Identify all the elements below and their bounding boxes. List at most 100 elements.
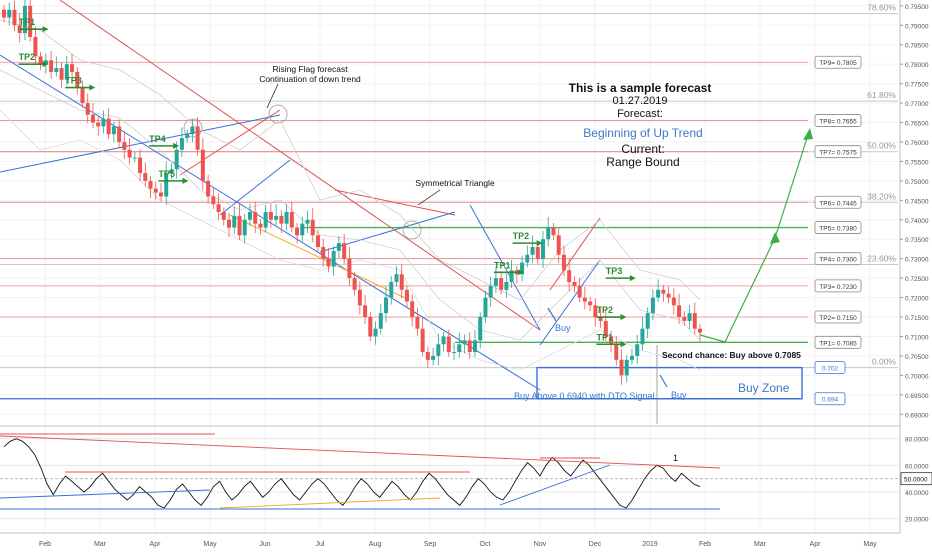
forecast-arrow-head [803,128,813,140]
buy-signal-label: Buy [555,323,571,333]
candle-body [106,118,111,135]
candle-body [101,118,106,127]
osc-tick-label: 60.0000 [905,463,929,470]
candle-body [54,68,59,72]
candle-body [64,64,69,80]
candle-body [211,196,216,205]
y-tick-label: 0.78000 [905,62,929,69]
candle-body [624,359,629,376]
candle-body [185,134,190,139]
x-tick-label: Mar [94,541,107,548]
buy-signal-arrow [547,307,557,322]
candle-body [378,313,383,329]
zone-level-label: 0.694 [822,397,839,404]
forecast-title: This is a sample forecast [569,81,712,95]
rising-flag-line: Continuation of down trend [259,74,361,84]
candle-body [263,212,268,228]
y-tick-label: 0.75000 [905,179,929,186]
fib-label: 0.00% [872,357,897,367]
candle-body [28,5,33,37]
candle-body [153,188,158,193]
osc-trend-line [499,464,611,506]
triangle-pointer [417,189,441,206]
x-tick-label: Apr [150,541,162,548]
trend-line [334,189,456,216]
buy-above-annotation: Buy Above 0.6940 with DTO Signal [514,391,654,401]
tp-level-label: TP4= 0.7300 [819,257,857,264]
candle-body [530,247,535,255]
candle-body [593,305,598,318]
candle-body [415,317,420,329]
candle-body [195,126,200,150]
candle-body [190,126,195,135]
candle-body [656,289,661,298]
x-tick-label: Nov [534,541,547,548]
candle-body [546,227,551,240]
fib-label: 38.20% [867,191,896,201]
candle-body [253,212,258,224]
tp-marker-label: TP3 [606,266,623,276]
trend-line [59,0,541,331]
tp-level-box [814,279,862,293]
current-value: Range Bound [606,155,679,169]
candle-body [692,313,697,329]
x-tick-label: May [863,541,877,548]
candle-body [70,64,75,72]
candle-body [687,313,692,321]
x-tick-label: Sep [424,541,437,548]
bollinger-band-upper [0,69,701,341]
candle-body [603,320,608,337]
y-tick-label: 0.70500 [905,354,929,361]
tp-marker-arrow-head [620,314,627,321]
candle-body [629,355,634,360]
candle-body [216,204,221,212]
candle-body [206,180,211,197]
bollinger-band-lower [0,19,701,301]
fib-label: 78.60% [867,3,896,13]
candle-body [232,215,237,228]
tp-marker-label: TP2 [513,231,530,241]
bollinger-band-outer [0,109,701,371]
tp-level-box [814,335,862,349]
candle-body [671,297,676,306]
tp-marker-label: TP4 [149,134,166,144]
osc-current-box [900,472,932,486]
osc-trend-line [0,435,721,469]
osc-trend-line [219,497,441,509]
candle-body [242,219,247,236]
candle-body [582,297,587,302]
candle-body [572,282,577,286]
buy-zone-label: Buy Zone [738,381,790,395]
x-tick-label: Oct [480,541,491,548]
y-tick-label: 0.71500 [905,315,929,322]
rising-flag-annotation: Rising Flag forecast Continuation of down… [259,64,361,84]
candle-body [384,297,389,314]
candle-body [520,262,525,275]
zone-level-box [814,392,846,406]
fib-label: 50.00% [867,141,896,151]
second-chance-annotation: Second chance: Buy above 0.7085 [662,350,801,360]
x-tick-label: Feb [39,541,51,548]
candle-body [12,9,17,26]
y-tick-label: 0.72000 [905,296,929,303]
y-tick-label: 0.70000 [905,373,929,380]
tp-marker-label: TP1 [596,332,613,342]
x-tick-label: Dec [589,541,602,548]
candle-body [169,169,174,174]
candle-body [682,317,687,321]
candle-body [357,289,362,306]
candle-body [143,173,148,181]
y-tick-label: 0.69000 [905,412,929,419]
candle-body [352,278,357,290]
candle-body [509,270,514,283]
candle-body [425,352,430,360]
candle-body [677,305,682,318]
candle-body [174,149,179,170]
candle-body [598,317,603,321]
tp-level-label: TP7= 0.7575 [819,150,857,157]
trend-line [0,114,281,173]
candle-body [289,212,294,228]
x-tick-label: May [203,541,217,548]
candle-body [164,173,169,197]
candle-body [2,9,6,18]
